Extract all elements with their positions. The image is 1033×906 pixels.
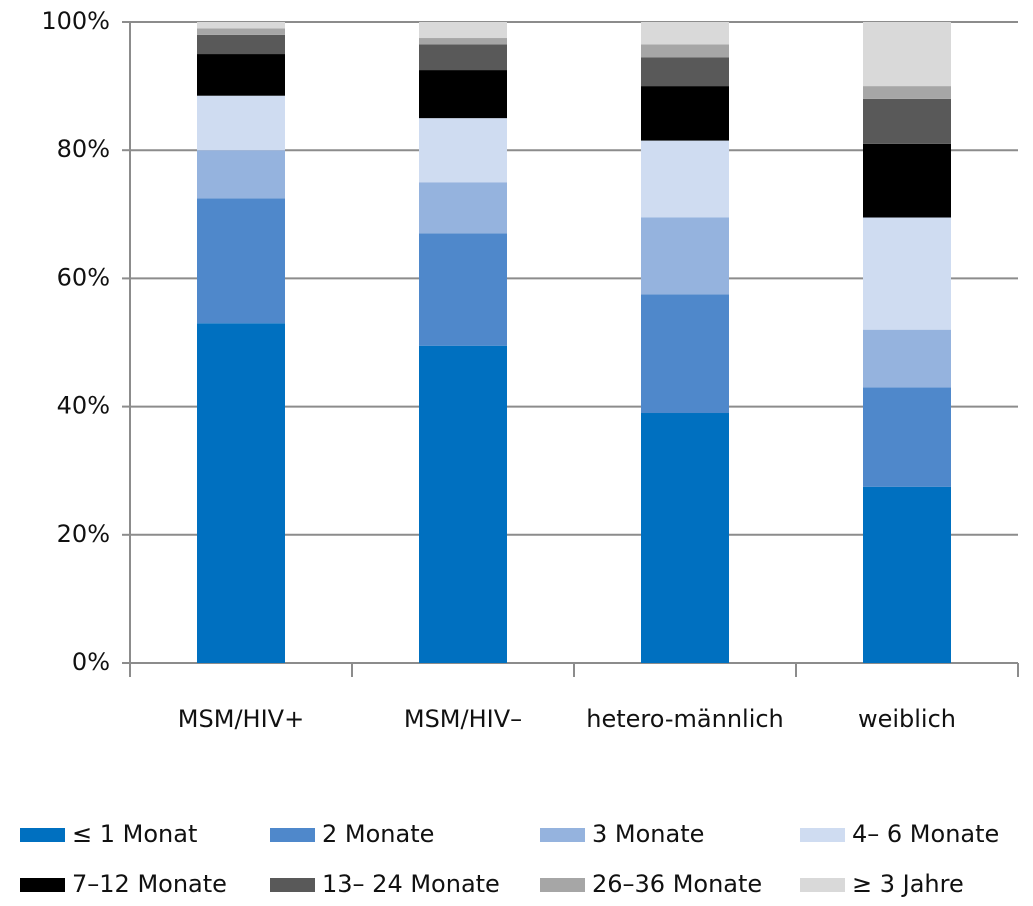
bar-segment — [419, 118, 507, 183]
bar-segment — [197, 150, 285, 199]
legend-swatch — [270, 878, 315, 892]
legend-swatch — [800, 878, 845, 892]
bar-segment — [641, 44, 729, 58]
y-tick-label: 40% — [57, 392, 110, 420]
bar-segment — [863, 329, 951, 388]
bar-segment — [419, 182, 507, 234]
bar-segment — [419, 345, 507, 663]
bar-segment — [419, 233, 507, 346]
bar-segment — [863, 486, 951, 663]
bar-segment — [419, 22, 507, 39]
y-tick-label: 20% — [57, 520, 110, 548]
legend-swatch — [20, 878, 65, 892]
bar-segment — [863, 217, 951, 330]
x-tick-label: MSM/HIV– — [404, 705, 522, 733]
bar-segment — [641, 140, 729, 218]
y-tick-label: 60% — [57, 263, 110, 291]
y-tick-label: 0% — [72, 648, 110, 676]
bar-segment — [197, 323, 285, 663]
legend-swatch — [800, 828, 845, 842]
bar-segment — [197, 22, 285, 29]
legend-label: 7–12 Monate — [72, 870, 227, 898]
bar-segment — [419, 38, 507, 45]
bar-segment — [641, 57, 729, 87]
legend-swatch — [20, 828, 65, 842]
bar-segment — [863, 22, 951, 87]
bar-segment — [419, 44, 507, 71]
bar-segment — [197, 28, 285, 35]
bar-segment — [641, 86, 729, 141]
y-tick-label: 80% — [57, 135, 110, 163]
bar-segment — [197, 198, 285, 324]
bar-segment — [197, 54, 285, 96]
bar-segment — [197, 95, 285, 151]
y-tick-label: 100% — [41, 7, 110, 35]
legend-label: 13– 24 Monate — [322, 870, 500, 898]
x-tick-label: weiblich — [858, 705, 956, 733]
x-tick-label: hetero-männlich — [586, 705, 784, 733]
x-tick-label: MSM/HIV+ — [178, 705, 304, 733]
bar-segment — [419, 70, 507, 119]
legend-swatch — [540, 828, 585, 842]
bar-segment — [863, 143, 951, 218]
bar-segment — [641, 294, 729, 414]
legend-label: 26–36 Monate — [592, 870, 762, 898]
legend-label: 3 Monate — [592, 820, 704, 848]
legend-label: ≤ 1 Monat — [72, 820, 197, 848]
bar-segment — [197, 34, 285, 55]
legend-swatch — [540, 878, 585, 892]
bar-segment — [863, 86, 951, 99]
bar-segment — [641, 413, 729, 663]
bar-segment — [641, 217, 729, 295]
legend-label: ≥ 3 Jahre — [852, 870, 964, 898]
legend-label: 4– 6 Monate — [852, 820, 999, 848]
bar-segment — [641, 22, 729, 45]
bar-segment — [863, 387, 951, 487]
bar-segment — [863, 98, 951, 144]
legend-label: 2 Monate — [322, 820, 434, 848]
legend-swatch — [270, 828, 315, 842]
